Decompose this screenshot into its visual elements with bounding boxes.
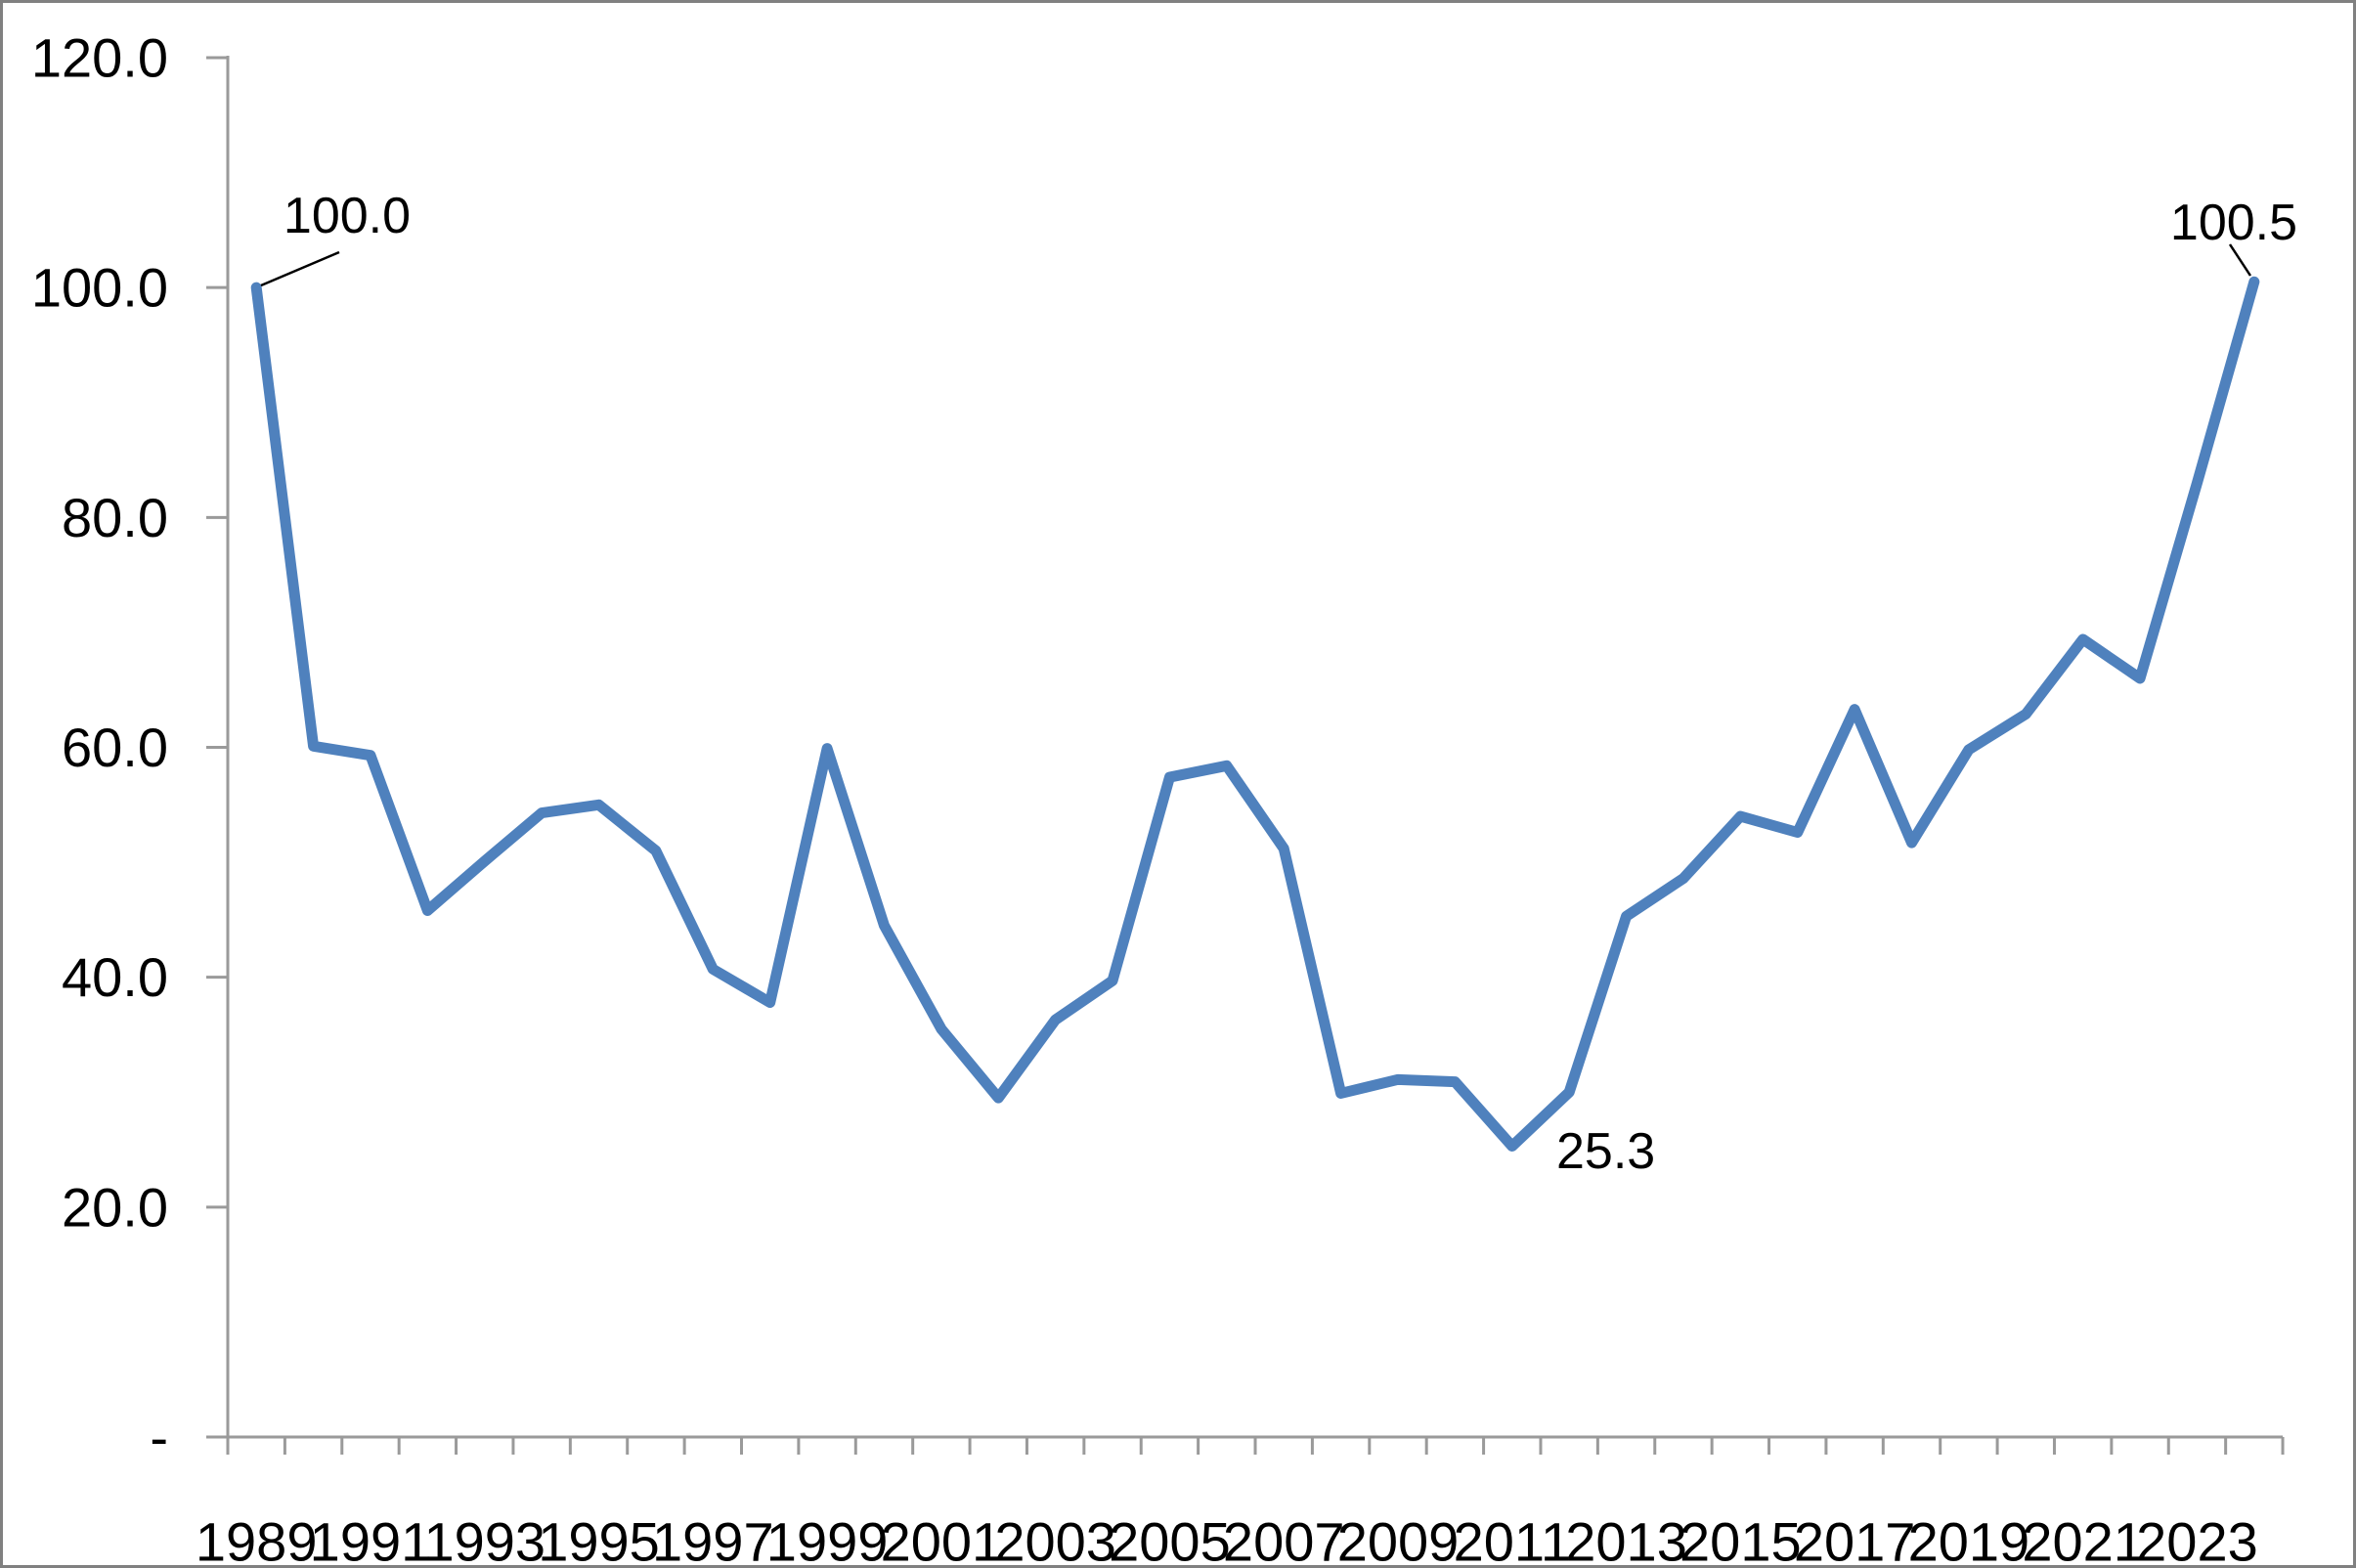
- x-tick-label: 2017: [1794, 1511, 1916, 1568]
- x-tick-label: 1993: [423, 1511, 545, 1568]
- x-axis: 1989199119931995199719992001200320052007…: [196, 1435, 2285, 1568]
- y-tick-label: -: [150, 1407, 168, 1468]
- x-tick-label: 2003: [994, 1511, 1116, 1568]
- x-tick-label: 2009: [1337, 1511, 1460, 1568]
- data-label-callout: [2228, 243, 2252, 277]
- x-tick-label: 2019: [1908, 1511, 2030, 1568]
- x-tick-label: 2011: [1454, 1511, 1571, 1568]
- data-label-annotations: 100.0 25.3 100.5: [260, 188, 2297, 1180]
- x-tick-label: 1999: [766, 1511, 889, 1568]
- data-point-label: 100.5: [2170, 195, 2297, 251]
- x-tick-label: 2023: [2136, 1511, 2258, 1568]
- data-point-label: 25.3: [1556, 1123, 1655, 1180]
- x-tick-label: 1989: [196, 1511, 318, 1568]
- y-tick-label: 40.0: [62, 946, 168, 1008]
- data-series: [250, 276, 2260, 1153]
- y-tick-label: 80.0: [62, 487, 168, 548]
- x-tick-label: 2001: [881, 1511, 1003, 1568]
- y-tick-label: 60.0: [62, 717, 168, 778]
- data-series-line: [250, 276, 2260, 1153]
- x-tick-label: 2015: [1680, 1511, 1802, 1568]
- data-point-label: 100.0: [284, 188, 411, 244]
- x-tick-label: 2021: [2022, 1511, 2144, 1568]
- x-tick-label: 1997: [652, 1511, 774, 1568]
- x-tick-label: 2013: [1565, 1511, 1687, 1568]
- y-tick-label: 20.0: [62, 1176, 168, 1238]
- y-tick-label: 120.0: [31, 27, 168, 89]
- x-tick-label: 2007: [1223, 1511, 1345, 1568]
- x-tick-label: 1991: [310, 1511, 432, 1568]
- x-tick-label: 1995: [538, 1511, 660, 1568]
- y-axis: - 20.0 40.0 60.0 80.0 100.0 120.0: [31, 27, 230, 1468]
- x-tick-label: 2005: [1109, 1511, 1231, 1568]
- data-label-callout: [260, 250, 340, 287]
- y-tick-label: 100.0: [31, 257, 168, 319]
